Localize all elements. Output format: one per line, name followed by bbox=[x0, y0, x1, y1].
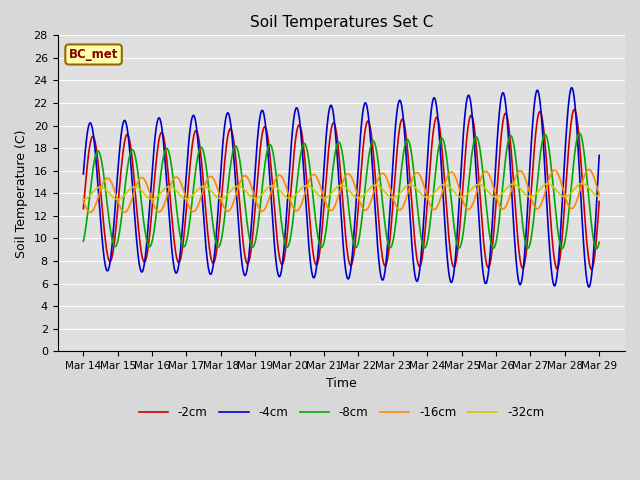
-4cm bbox=[568, 85, 575, 91]
-4cm bbox=[595, 153, 603, 158]
-32cm bbox=[182, 196, 189, 202]
-2cm bbox=[194, 132, 202, 138]
-32cm bbox=[595, 193, 603, 199]
-32cm bbox=[488, 193, 496, 199]
-4cm bbox=[488, 219, 496, 225]
X-axis label: Time: Time bbox=[326, 377, 356, 390]
-8cm bbox=[593, 246, 600, 252]
-2cm bbox=[252, 197, 260, 203]
-8cm bbox=[194, 152, 202, 158]
-32cm bbox=[578, 180, 586, 186]
-16cm bbox=[489, 182, 497, 188]
-8cm bbox=[488, 244, 496, 250]
-16cm bbox=[585, 167, 593, 172]
-16cm bbox=[79, 198, 87, 204]
-2cm bbox=[488, 244, 496, 250]
-16cm bbox=[195, 202, 202, 207]
-8cm bbox=[534, 174, 541, 180]
-16cm bbox=[252, 198, 260, 204]
-2cm bbox=[182, 216, 189, 222]
Line: -8cm: -8cm bbox=[83, 133, 599, 249]
-2cm bbox=[79, 206, 87, 212]
-32cm bbox=[194, 186, 202, 192]
-16cm bbox=[595, 192, 603, 198]
-32cm bbox=[421, 194, 429, 200]
Title: Soil Temperatures Set C: Soil Temperatures Set C bbox=[250, 15, 433, 30]
-4cm bbox=[585, 284, 593, 290]
-2cm bbox=[534, 114, 541, 120]
-8cm bbox=[595, 240, 603, 245]
Line: -2cm: -2cm bbox=[83, 109, 599, 269]
-8cm bbox=[252, 237, 260, 242]
-4cm bbox=[194, 139, 202, 145]
-2cm bbox=[571, 107, 579, 112]
-4cm bbox=[421, 196, 429, 202]
-2cm bbox=[588, 266, 595, 272]
-4cm bbox=[252, 158, 260, 164]
-8cm bbox=[575, 130, 583, 136]
Line: -4cm: -4cm bbox=[83, 88, 599, 287]
-32cm bbox=[534, 189, 541, 194]
Line: -32cm: -32cm bbox=[83, 183, 599, 200]
Text: BC_met: BC_met bbox=[69, 48, 118, 61]
-8cm bbox=[421, 245, 429, 251]
Line: -16cm: -16cm bbox=[83, 169, 599, 213]
-8cm bbox=[79, 238, 87, 244]
-32cm bbox=[79, 197, 87, 203]
-4cm bbox=[182, 181, 189, 187]
-16cm bbox=[422, 188, 429, 193]
-16cm bbox=[182, 195, 189, 201]
-8cm bbox=[182, 242, 189, 248]
Y-axis label: Soil Temperature (C): Soil Temperature (C) bbox=[15, 129, 28, 258]
-2cm bbox=[595, 199, 603, 204]
Legend: -2cm, -4cm, -8cm, -16cm, -32cm: -2cm, -4cm, -8cm, -16cm, -32cm bbox=[134, 401, 548, 424]
-16cm bbox=[86, 210, 94, 216]
-2cm bbox=[421, 229, 429, 235]
-32cm bbox=[252, 195, 260, 201]
-16cm bbox=[534, 205, 542, 211]
-4cm bbox=[534, 88, 541, 94]
-4cm bbox=[79, 171, 87, 177]
